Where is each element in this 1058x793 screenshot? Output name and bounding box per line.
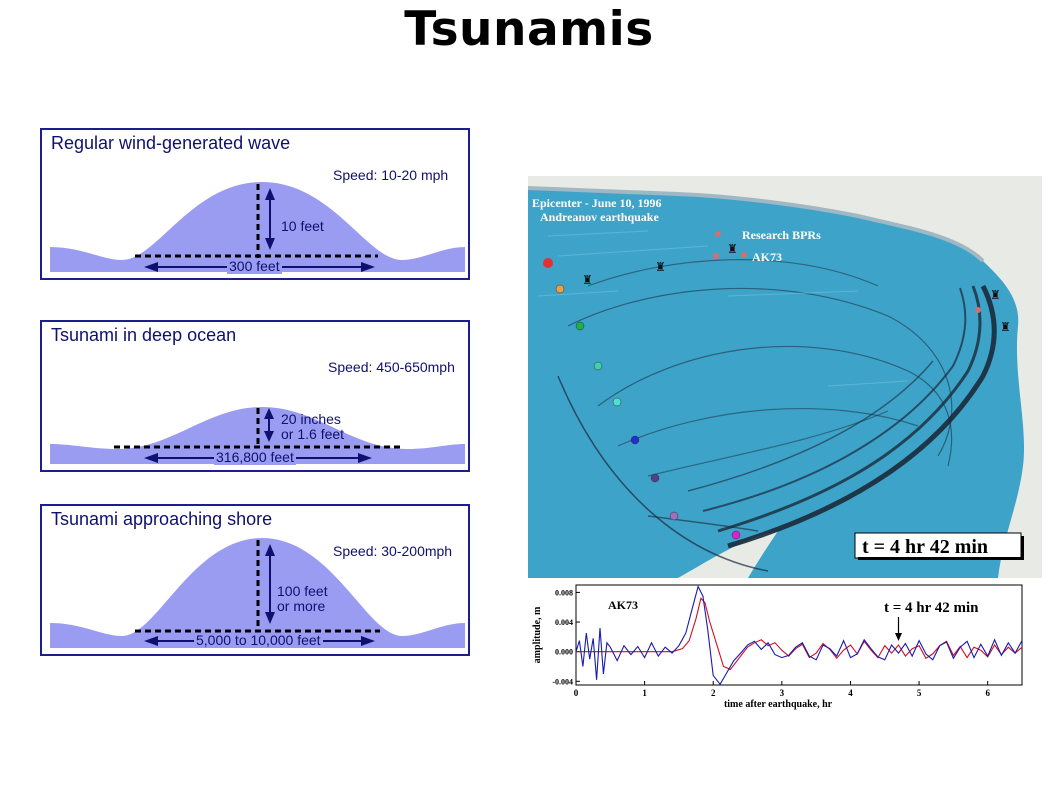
bpr-dot bbox=[713, 253, 719, 259]
approaching-shore-panel: Tsunami approaching shore Speed: 30-200m… bbox=[40, 504, 470, 656]
y-axis-label: amplitude, m bbox=[532, 606, 543, 663]
height-label-line2: or 1.6 feet bbox=[281, 426, 345, 442]
series-line-0 bbox=[576, 597, 1023, 671]
panel-title: Tsunami approaching shore bbox=[51, 509, 273, 529]
station-dot bbox=[612, 397, 622, 407]
buoy-icon: ♜ bbox=[727, 242, 738, 256]
y-tick-label: 0.000 bbox=[555, 648, 573, 657]
height-label: 10 feet bbox=[281, 218, 324, 234]
page-title: Tsunamis bbox=[404, 2, 654, 57]
bpr-dot bbox=[741, 252, 747, 258]
width-label: 316,800 feet bbox=[214, 449, 296, 465]
amplitude-chart: 0 1 2 3 4 5 6 0.008 0.004 0.000 -0.004 AK73 t = 4 … bbox=[532, 584, 1023, 710]
bpr-dot bbox=[975, 307, 981, 313]
x-tick-label: 2 bbox=[711, 688, 716, 698]
tsunami-propagation-map: ♜ ♜ ♜ ♜ ♜ Epicenter - June 10, 1996 Andr… bbox=[528, 176, 1042, 578]
up-arrow-icon bbox=[265, 188, 275, 200]
up-arrow-icon bbox=[265, 544, 275, 556]
bprs-label: Research BPRs bbox=[742, 228, 821, 242]
down-arrow-icon bbox=[265, 612, 275, 624]
height-label-line2: or more bbox=[277, 598, 326, 614]
height-label-line1: 20 inches bbox=[281, 411, 341, 427]
right-arrow-icon bbox=[361, 636, 375, 646]
buoy-icon: ♜ bbox=[582, 273, 593, 287]
down-arrow-icon bbox=[265, 238, 275, 250]
down-arrow-icon bbox=[264, 431, 274, 442]
station-dot bbox=[630, 435, 640, 445]
right-arrow-icon bbox=[361, 262, 375, 272]
plot-frame bbox=[575, 584, 1023, 686]
annotation-arrowhead bbox=[894, 633, 902, 641]
wave-shape bbox=[50, 407, 465, 464]
deep-ocean-panel: Tsunami in deep ocean Speed: 450-650mph … bbox=[40, 320, 470, 472]
up-arrow-icon bbox=[264, 408, 274, 419]
x-tick-label: 1 bbox=[642, 688, 647, 698]
buoy-icon: ♜ bbox=[1000, 320, 1011, 334]
speed-label: Speed: 10-20 mph bbox=[333, 167, 449, 183]
station-dot bbox=[555, 284, 565, 294]
buoy-icon: ♜ bbox=[990, 288, 1001, 302]
x-axis-label: time after earthquake, hr bbox=[724, 699, 833, 710]
x-tick-label: 4 bbox=[848, 688, 853, 698]
width-label: 5,000 to 10,000 feet bbox=[194, 632, 323, 648]
right-arrow-icon bbox=[358, 453, 372, 463]
buoy-icon: ♜ bbox=[655, 260, 666, 274]
bpr-dot bbox=[715, 231, 721, 237]
width-label: 300 feet bbox=[227, 258, 282, 274]
left-arrow-icon bbox=[144, 453, 158, 463]
ak73-map-label: AK73 bbox=[752, 250, 782, 264]
epicenter-label: Epicenter - June 10, 1996 bbox=[532, 196, 661, 210]
y-tick-label: 0.008 bbox=[555, 588, 573, 597]
series-line-1 bbox=[575, 584, 1023, 686]
height-label-line1: 100 feet bbox=[277, 583, 328, 599]
speed-label: Speed: 30-200mph bbox=[333, 543, 453, 559]
x-tick-label: 5 bbox=[917, 688, 922, 698]
y-tick-label: 0.004 bbox=[555, 618, 573, 627]
land-mass bbox=[528, 176, 1042, 578]
time-label: t = 4 hr 42 min bbox=[862, 536, 988, 558]
station-dot bbox=[575, 321, 585, 331]
epicenter-marker bbox=[543, 258, 553, 268]
station-dot bbox=[593, 361, 603, 371]
station-dot bbox=[650, 473, 660, 483]
station-dot bbox=[669, 511, 679, 521]
x-tick-label: 6 bbox=[985, 688, 990, 698]
panel-title: Tsunami in deep ocean bbox=[51, 325, 237, 345]
x-tick-label: 3 bbox=[780, 688, 785, 698]
regular-wave-panel: Regular wind-generated wave Speed: 10-20… bbox=[40, 128, 470, 280]
x-tick-label: 0 bbox=[574, 688, 579, 698]
left-arrow-icon bbox=[144, 262, 158, 272]
chart-title: AK73 bbox=[608, 598, 638, 612]
y-tick-label: -0.004 bbox=[552, 677, 573, 686]
speed-label: Speed: 450-650mph bbox=[328, 359, 455, 375]
station-dot bbox=[731, 530, 741, 540]
left-arrow-icon bbox=[144, 636, 158, 646]
earthquake-label: Andreanov earthquake bbox=[540, 210, 659, 224]
land-mass bbox=[678, 531, 778, 578]
chart-annotation: t = 4 hr 42 min bbox=[884, 600, 979, 616]
deep-ocean-diagram bbox=[50, 407, 465, 464]
panel-title: Regular wind-generated wave bbox=[51, 133, 291, 153]
